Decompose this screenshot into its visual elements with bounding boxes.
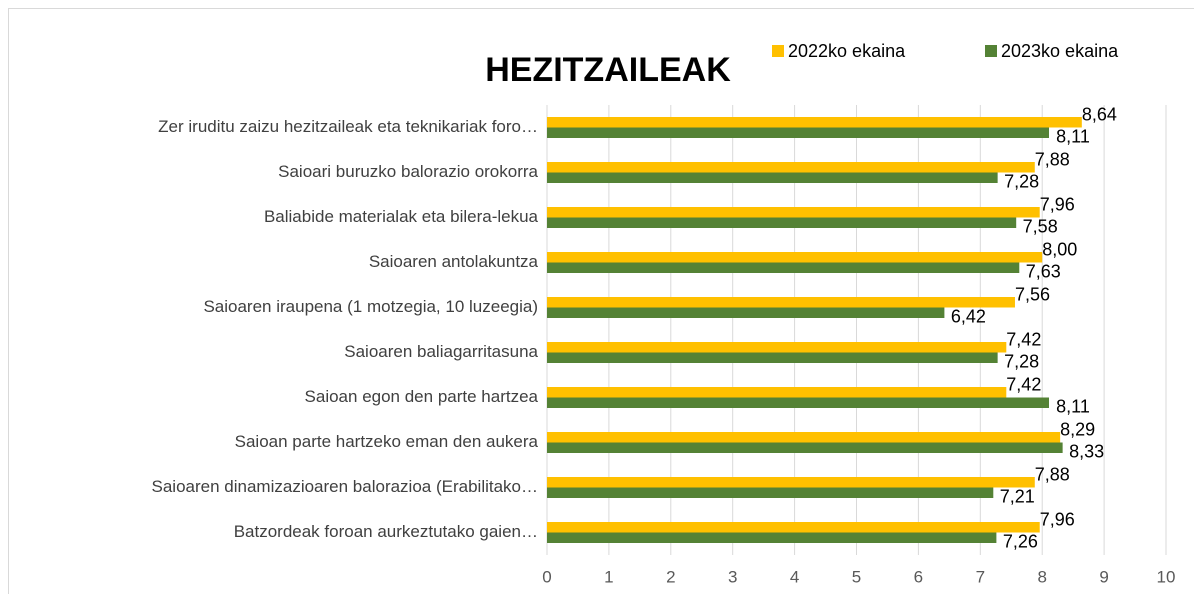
bar: [547, 442, 1063, 453]
x-tick-label: 0: [542, 567, 551, 586]
bar: [547, 217, 1017, 228]
data-label: 6,42: [951, 306, 986, 326]
x-tick-label: 6: [914, 567, 923, 586]
bar: [547, 432, 1061, 443]
y-tick-label: Saioari buruzko balorazio orokorra: [278, 162, 538, 181]
data-label: 7,96: [1040, 509, 1075, 529]
y-tick-label: Zer iruditu zaizu hezitzaileak eta tekni…: [158, 117, 538, 136]
bar: [547, 297, 1015, 308]
y-tick-label: Saioan egon den parte hartzea: [305, 387, 539, 406]
bar: [547, 352, 998, 363]
y-tick-label: Saioaren dinamizazioaren balorazioa (Era…: [152, 477, 538, 496]
bar: [547, 477, 1035, 488]
y-tick-label: Saioaren antolakuntza: [369, 252, 539, 271]
bar: [547, 127, 1050, 138]
bar: [547, 522, 1040, 533]
legend-swatch: [985, 45, 997, 57]
y-tick-label: Saioaren baliagarritasuna: [344, 342, 538, 361]
x-tick-label: 7: [976, 567, 985, 586]
bar: [547, 117, 1082, 128]
data-label: 7,26: [1003, 531, 1038, 551]
data-label: 8,11: [1056, 126, 1090, 146]
data-label: 8,33: [1069, 441, 1104, 461]
data-label: 7,42: [1006, 329, 1041, 349]
x-tick-label: 4: [790, 567, 799, 586]
data-label: 7,21: [1000, 486, 1035, 506]
data-label: 8,29: [1060, 419, 1095, 439]
chart-title: HEZITZAILEAK: [485, 51, 731, 89]
data-label: 8,11: [1056, 396, 1090, 416]
x-tick-label: 3: [728, 567, 737, 586]
y-tick-label: Saioan parte hartzeko eman den aukera: [235, 432, 539, 451]
bar: [547, 172, 998, 183]
data-label: 7,42: [1006, 374, 1041, 394]
data-label: 8,64: [1082, 104, 1117, 124]
data-label: 7,96: [1040, 194, 1075, 214]
legend-label: 2023ko ekaina: [1001, 41, 1119, 61]
data-label: 7,88: [1035, 464, 1070, 484]
data-label: 7,28: [1004, 351, 1039, 371]
legend-label: 2022ko ekaina: [788, 41, 906, 61]
y-tick-label: Batzordeak foroan aurkeztutako gaien…: [234, 522, 538, 541]
legend-swatch: [772, 45, 784, 57]
y-tick-label: Saioaren iraupena (1 motzegia, 10 luzeeg…: [203, 297, 538, 316]
bar: [547, 307, 945, 318]
bar: [547, 262, 1020, 273]
bar: [547, 397, 1050, 408]
data-label: 7,88: [1035, 149, 1070, 169]
chart-frame: [8, 8, 1194, 594]
x-tick-label: 1: [604, 567, 613, 586]
data-label: 8,00: [1042, 239, 1077, 259]
bar: [547, 162, 1035, 173]
bar: [547, 532, 997, 543]
data-label: 7,63: [1026, 261, 1061, 281]
data-label: 7,56: [1015, 284, 1050, 304]
x-tick-label: 10: [1157, 567, 1176, 586]
data-label: 7,28: [1004, 171, 1039, 191]
bar: [547, 387, 1007, 398]
bar: [547, 252, 1043, 263]
bar: [547, 487, 994, 498]
bar: [547, 342, 1007, 353]
x-tick-label: 8: [1037, 567, 1046, 586]
x-tick-label: 2: [666, 567, 675, 586]
data-label: 7,58: [1023, 216, 1058, 236]
x-tick-label: 9: [1099, 567, 1108, 586]
x-tick-label: 5: [852, 567, 861, 586]
y-tick-label: Baliabide materialak eta bilera-lekua: [264, 207, 539, 226]
bar: [547, 207, 1040, 218]
